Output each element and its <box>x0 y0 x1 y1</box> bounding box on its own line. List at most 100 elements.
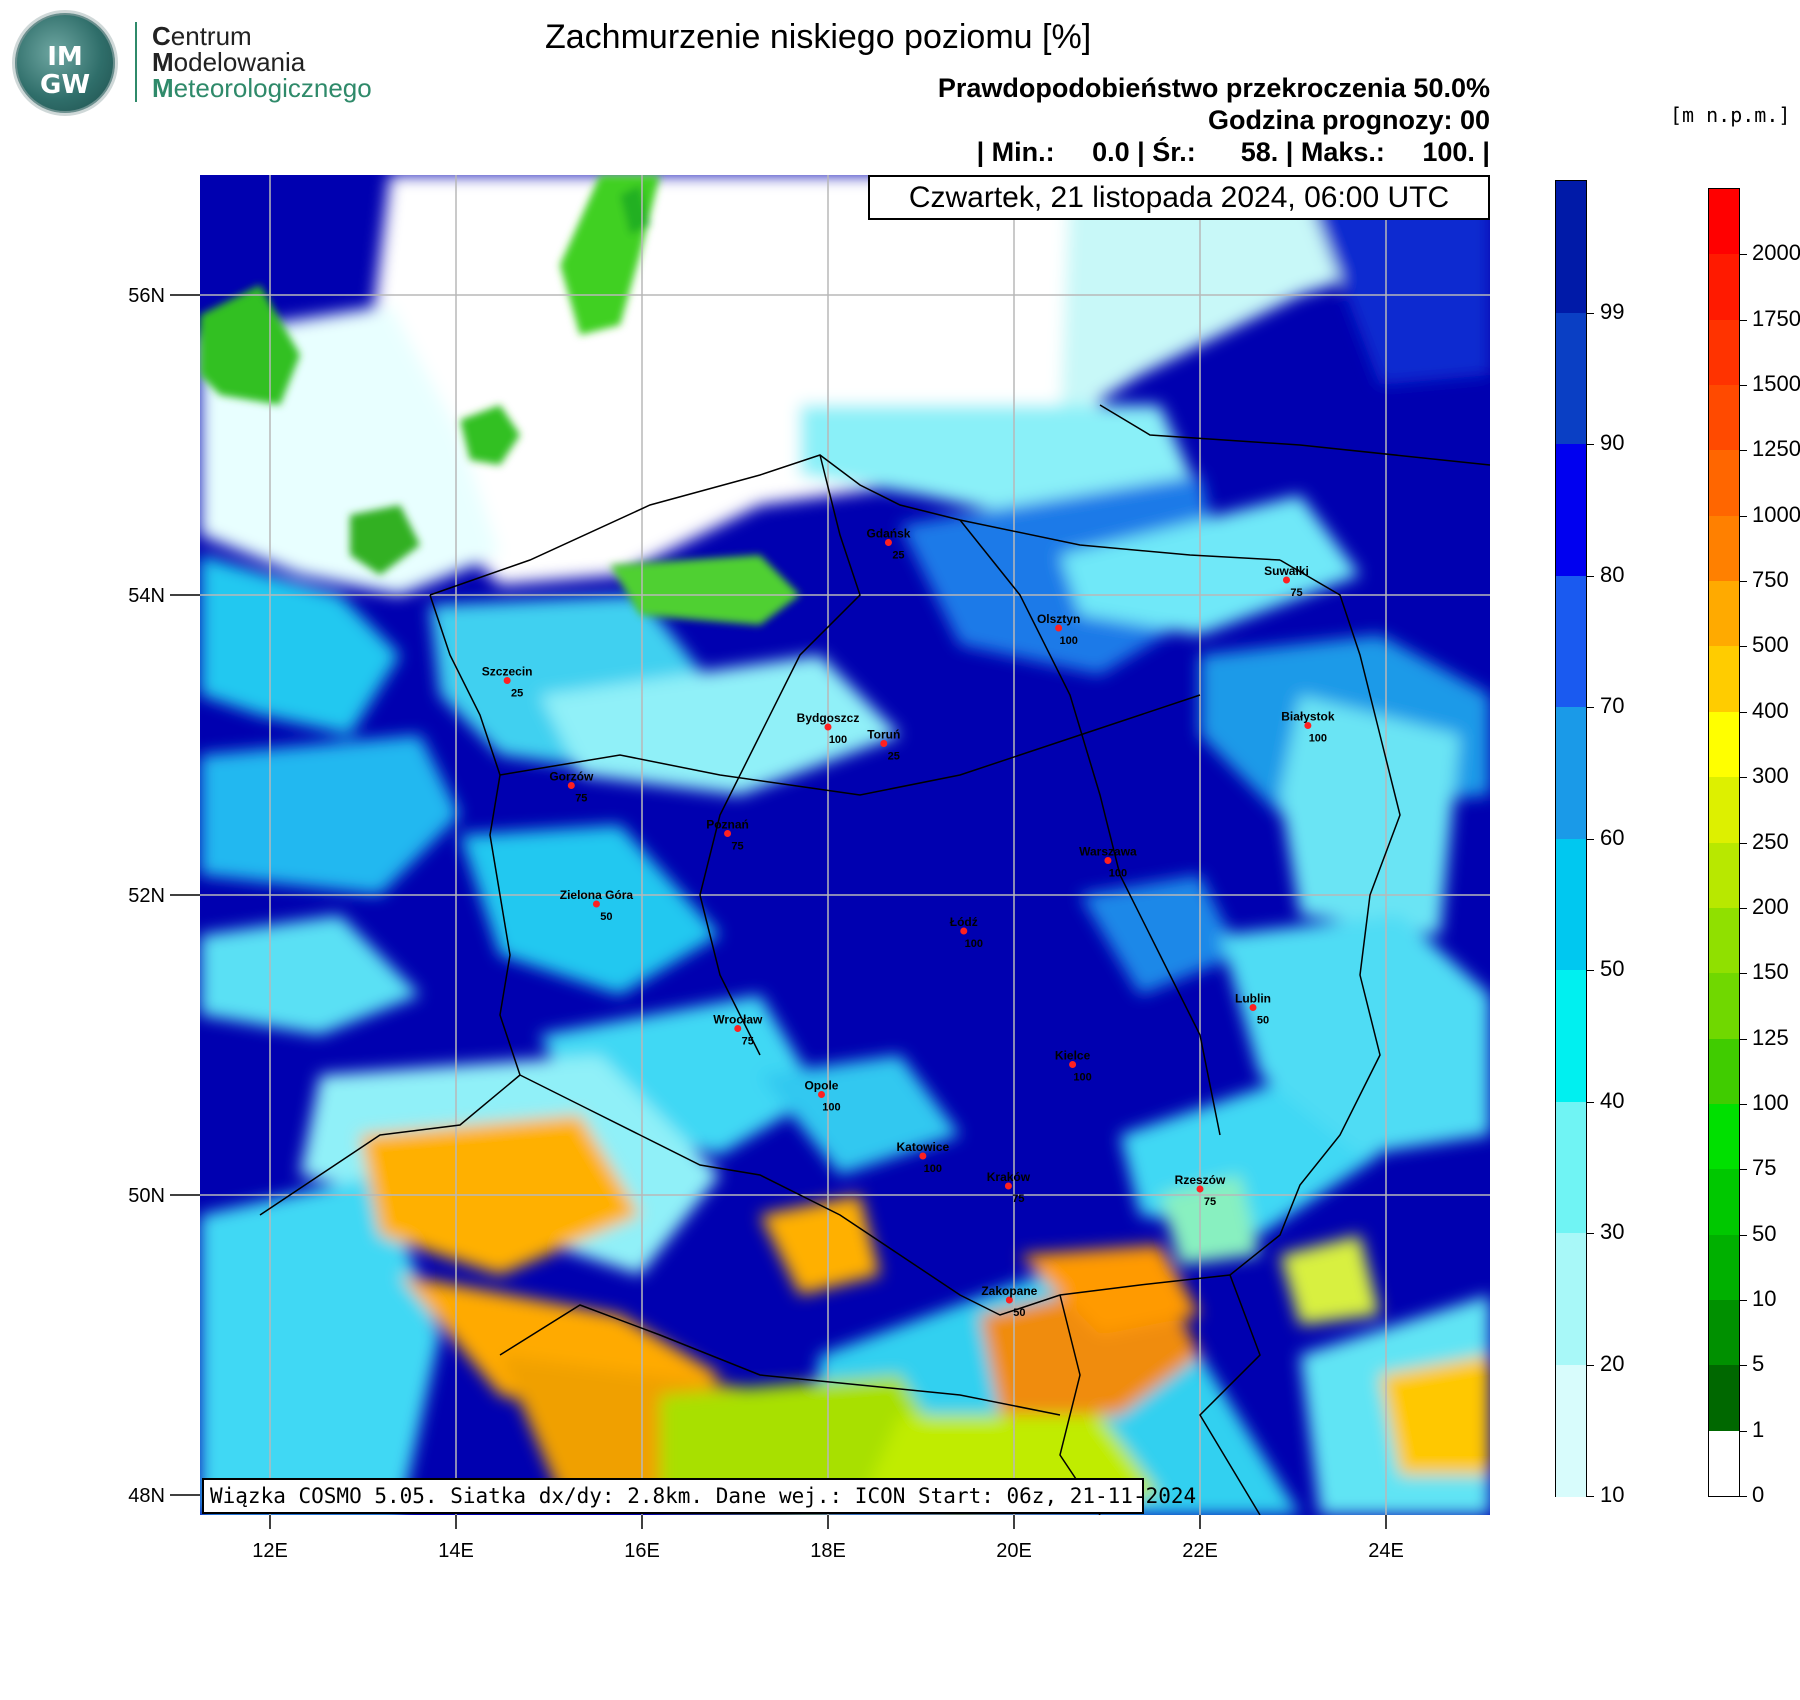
map-title: Zachmurzenie niskiego poziomu [%] <box>545 18 1092 56</box>
lon-label-12e: 12E <box>252 1540 288 1562</box>
terrain-colorbar-segment <box>1709 907 1739 974</box>
city-name: Toruń <box>867 728 900 742</box>
city-value: 75 <box>575 793 587 805</box>
logo-abbr-bottom: GW <box>39 70 91 100</box>
city-value: 75 <box>731 841 743 853</box>
city-dot <box>960 927 968 935</box>
city-value: 100 <box>965 938 983 950</box>
city-dot <box>1304 722 1312 729</box>
terrain-colorbar-segment <box>1709 842 1739 909</box>
city-marker: Olsztyn 100 <box>1037 612 1080 647</box>
terrain-colorbar-tick <box>1739 581 1747 583</box>
cloud-colorbar-label: 20 <box>1600 1350 1625 1376</box>
terrain-colorbar-segment <box>1709 777 1739 843</box>
city-name: Zakopane <box>981 1284 1037 1298</box>
city-name: Olsztyn <box>1037 612 1080 626</box>
terrain-colorbar <box>1708 188 1747 1497</box>
cloud-colorbar-tick <box>1586 575 1594 577</box>
terrain-colorbar-tick <box>1739 646 1747 648</box>
logo-line-1: Centrum <box>152 21 252 51</box>
terrain-colorbar-label: 50 <box>1752 1220 1777 1246</box>
city-dot <box>592 900 600 908</box>
city-dot <box>567 782 575 789</box>
terrain-colorbar-label: 1500 <box>1752 371 1800 397</box>
terrain-colorbar-segment <box>1709 450 1739 517</box>
lon-label-20e: 20E <box>996 1540 1032 1562</box>
terrain-colorbar-segment <box>1709 189 1739 255</box>
city-name: Gorzów <box>549 770 594 784</box>
terrain-colorbar-label: 5 <box>1752 1351 1765 1377</box>
terrain-colorbar-tick <box>1739 973 1747 975</box>
lat-ticks <box>170 294 200 1496</box>
graticule <box>200 175 1490 1515</box>
city-marker: Toruń 25 <box>867 728 900 763</box>
model-info-box: Wiązka COSMO 5.05. Siatka dx/dy: 2.8km. … <box>202 1478 1196 1514</box>
terrain-colorbar-segment <box>1709 581 1739 647</box>
terrain-colorbar-label: 200 <box>1752 893 1789 919</box>
city-name: Szczecin <box>482 665 533 679</box>
cloud-colorbar-segment <box>1556 312 1586 445</box>
city-value: 50 <box>1013 1307 1025 1319</box>
city-dot <box>1196 1185 1204 1193</box>
terrain-colorbar-tick <box>1739 777 1747 779</box>
borders <box>259 404 1490 1515</box>
cloud-colorbar-segment <box>1556 707 1586 839</box>
city-dot <box>1005 1296 1013 1304</box>
terrain-colorbar-tick <box>1739 1103 1747 1105</box>
terrain-colorbar-tick <box>1739 1234 1747 1236</box>
city-dot <box>817 1091 825 1098</box>
lon-label-24e: 24E <box>1368 1540 1404 1562</box>
city-marker: Łódź 100 <box>950 915 983 950</box>
logo-divider <box>135 22 137 102</box>
city-value: 50 <box>600 911 612 923</box>
terrain-colorbar-label: 75 <box>1752 1155 1777 1181</box>
city-marker: Opole 100 <box>804 1079 840 1114</box>
forecast-map: Gdańsk 25 Suwałki 75 Olsztyn 100 Szczecin 25 Byd… <box>200 175 1490 1515</box>
city-marker: Lublin 50 <box>1235 992 1271 1027</box>
cloud-colorbar-segment <box>1556 575 1586 708</box>
city-name: Katowice <box>897 1140 950 1154</box>
terrain-colorbar-segment <box>1709 646 1739 713</box>
terrain-colorbar-segment <box>1709 1234 1739 1301</box>
city-marker: Katowice 100 <box>897 1140 950 1175</box>
city-marker: Bydgoszcz 100 <box>797 711 860 746</box>
terrain-colorbar-segment <box>1709 973 1739 1040</box>
city-marker: Zielona Góra 50 <box>560 888 634 923</box>
cloud-colorbar-tick <box>1586 444 1594 445</box>
terrain-colorbar-label: 2000 <box>1752 240 1800 266</box>
cloud-colorbar-segment <box>1556 1364 1586 1497</box>
terrain-colorbar-segment <box>1709 711 1739 778</box>
city-marker: Kraków 75 <box>987 1170 1031 1205</box>
lat-label-54n: 54N <box>128 585 165 607</box>
units-label: [m n.p.m.] <box>1670 103 1791 127</box>
cloud-colorbar-label: 60 <box>1600 824 1625 850</box>
city-name: Wrocław <box>713 1013 763 1027</box>
stats-text: | Min.: 0.0 | Śr.: 58. | Maks.: 100. | <box>976 137 1490 167</box>
city-value: 75 <box>1290 587 1302 599</box>
terrain-colorbar-label: 0 <box>1752 1482 1765 1507</box>
cloud-colorbar-label: 90 <box>1600 430 1625 455</box>
city-value: 50 <box>1257 1015 1269 1027</box>
terrain-colorbar-tick <box>1739 1299 1747 1301</box>
terrain-colorbar-segment <box>1709 254 1739 321</box>
terrain-colorbar-segment <box>1709 385 1739 451</box>
logo-abbreviation: IM GW <box>25 43 105 99</box>
city-name: Opole <box>804 1079 838 1093</box>
terrain-colorbar-label: 10 <box>1752 1285 1777 1311</box>
terrain-colorbar-tick <box>1739 450 1747 452</box>
city-marker: Rzeszów 75 <box>1175 1173 1226 1208</box>
city-dot <box>724 830 732 837</box>
city-value: 100 <box>1309 733 1327 745</box>
city-name: Kielce <box>1055 1049 1091 1063</box>
cloud-colorbar-label: 40 <box>1600 1087 1625 1113</box>
cloud-colorbar-tick <box>1586 1101 1594 1103</box>
terrain-colorbar-segment <box>1709 1430 1739 1497</box>
cloud-colorbar-segment <box>1556 1233 1586 1365</box>
probability-subtitle: Prawdopodobieństwo przekroczenia 50.0% <box>937 73 1490 103</box>
terrain-colorbar-tick <box>1739 1038 1747 1040</box>
terrain-colorbar-label: 1 <box>1752 1416 1765 1442</box>
cloud-colorbar-tick <box>1586 838 1594 840</box>
city-marker: Gorzów 75 <box>549 770 594 805</box>
lat-label-56n: 56N <box>128 285 165 307</box>
cloud-colorbar-label: 10 <box>1600 1482 1625 1507</box>
